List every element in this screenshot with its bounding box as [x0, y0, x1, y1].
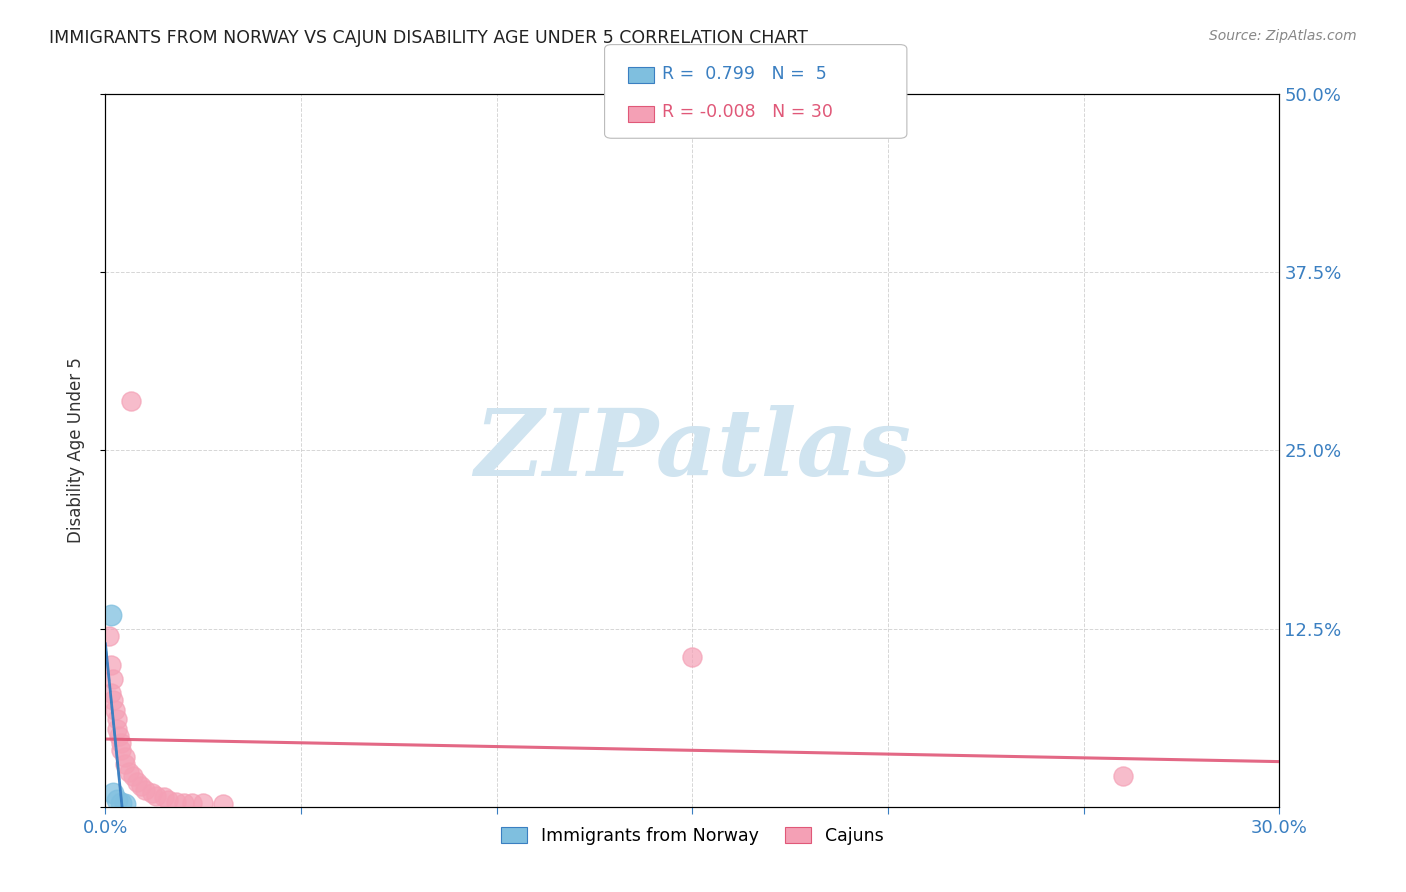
Point [114, 757, 136, 772]
Point [141, 786, 163, 800]
Text: R = -0.008   N = 30: R = -0.008 N = 30 [662, 103, 834, 120]
Point [110, 796, 132, 810]
Point [103, 786, 125, 800]
Point [105, 793, 128, 807]
Point [104, 703, 127, 717]
Point [110, 743, 132, 757]
Point [682, 650, 704, 665]
Y-axis label: Disability Age Under 5: Disability Age Under 5 [66, 358, 84, 543]
Point [100, 657, 122, 672]
Point [173, 796, 195, 810]
Point [145, 789, 167, 803]
Point [165, 795, 187, 809]
Point [105, 712, 128, 726]
Point [180, 796, 202, 810]
Point [103, 693, 125, 707]
Point [114, 797, 136, 812]
Point [1112, 769, 1135, 783]
Text: ZIPatlas: ZIPatlas [474, 406, 911, 495]
Point [100, 607, 122, 622]
Text: IMMIGRANTS FROM NORWAY VS CAJUN DISABILITY AGE UNDER 5 CORRELATION CHART: IMMIGRANTS FROM NORWAY VS CAJUN DISABILI… [49, 29, 808, 47]
Legend: Immigrants from Norway, Cajuns: Immigrants from Norway, Cajuns [495, 821, 890, 852]
Point [125, 774, 148, 789]
Point [121, 769, 143, 783]
Point [108, 729, 131, 743]
Point [153, 790, 176, 805]
Point [193, 796, 215, 810]
Point [211, 797, 233, 812]
Text: Source: ZipAtlas.com: Source: ZipAtlas.com [1209, 29, 1357, 44]
Point [110, 736, 132, 750]
Point [98, 629, 121, 643]
Point [103, 672, 125, 686]
Point [120, 393, 142, 408]
Point [114, 750, 136, 764]
Text: R =  0.799   N =  5: R = 0.799 N = 5 [662, 65, 827, 83]
Point [105, 722, 128, 736]
Point [129, 779, 152, 793]
Point [100, 686, 122, 700]
Point [118, 764, 141, 779]
Point [157, 793, 180, 807]
Point [134, 783, 156, 797]
